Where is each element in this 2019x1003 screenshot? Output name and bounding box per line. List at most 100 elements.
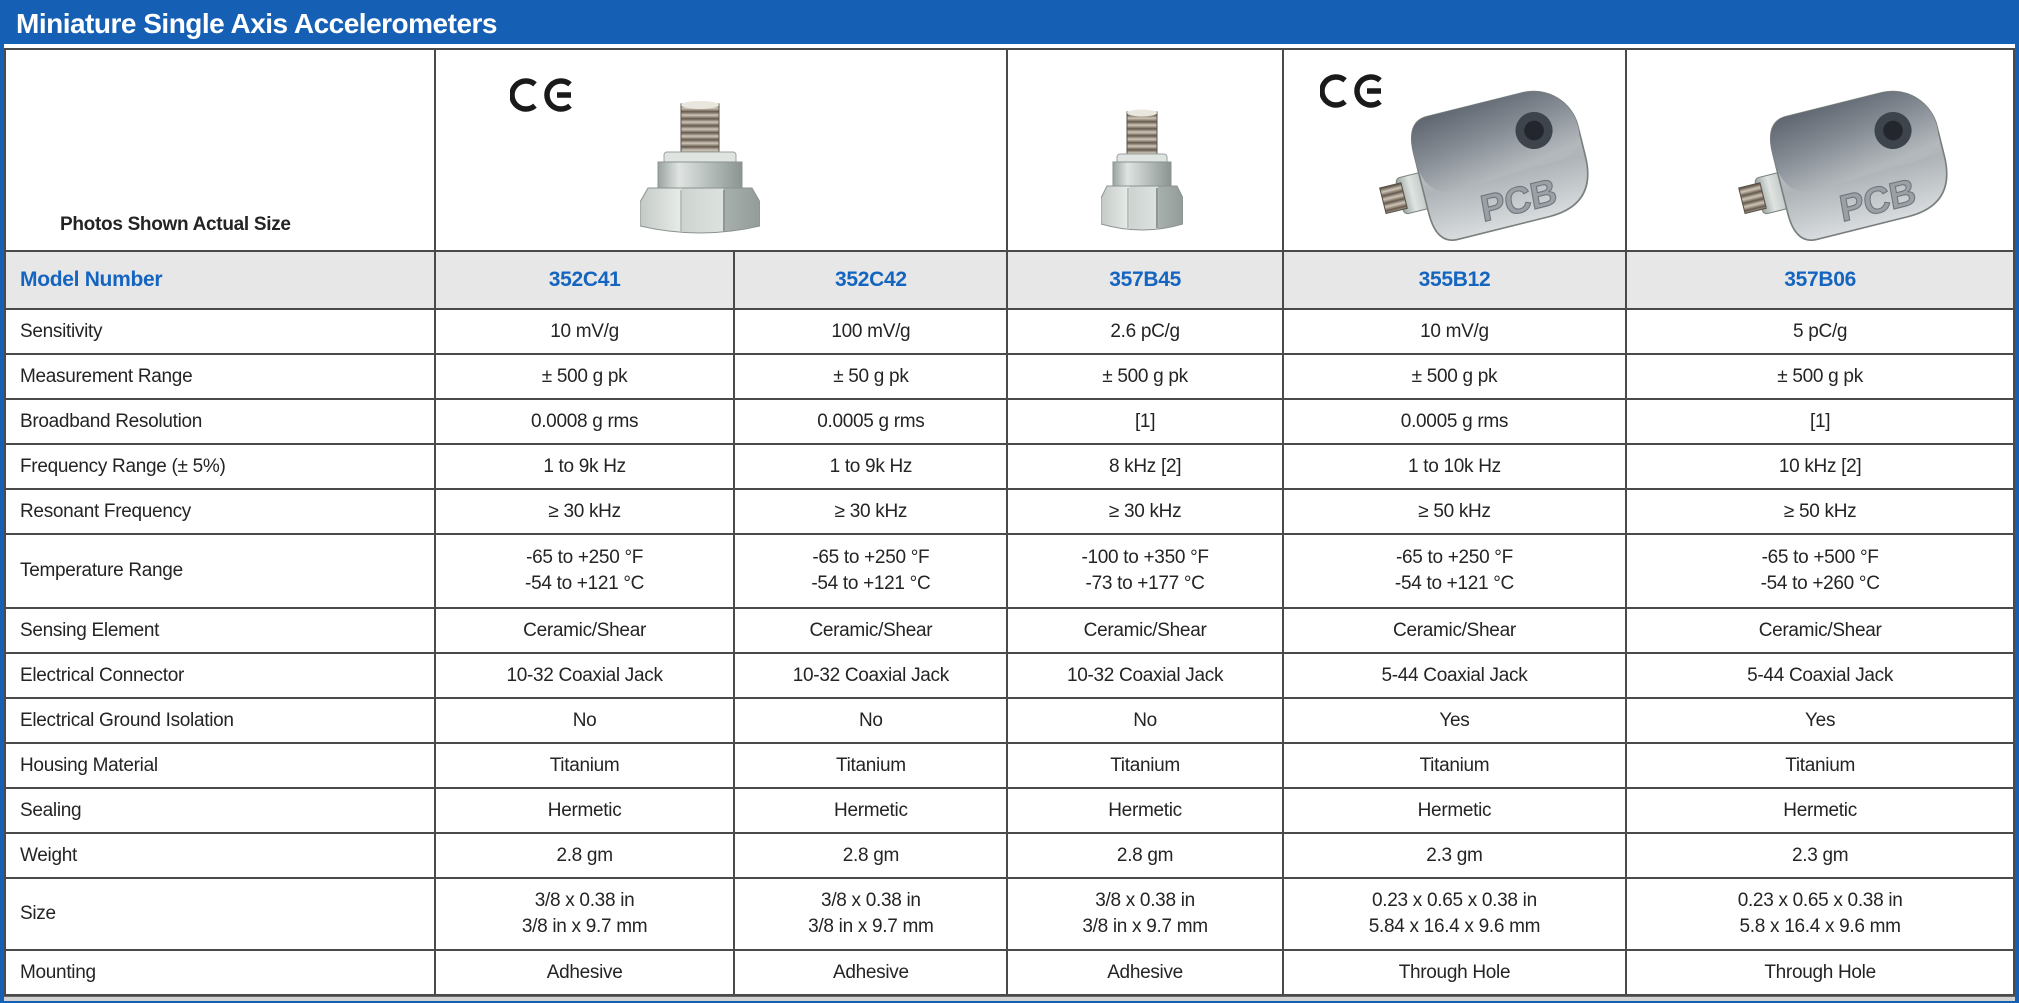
spec-row: Weight 2.8 gm 2.8 gm 2.8 gm 2.3 gm 2.3 gm (4, 832, 2015, 879)
spec-value: Ceramic/Shear (733, 607, 1009, 654)
spec-value: 2.3 gm (1281, 832, 1628, 879)
spec-label: Sensing Element (4, 607, 436, 654)
accelerometer-photo-ring-icon (1375, 81, 1596, 246)
spec-value: Titanium (1281, 742, 1628, 789)
model-number-357b45: 357B45 (1006, 250, 1284, 310)
model-number-357b06: 357B06 (1625, 250, 2015, 310)
spec-value: 10 mV/g (433, 308, 736, 355)
spec-row: Sealing Hermetic Hermetic Hermetic Hermetic H… (4, 787, 2015, 834)
photos-label: Photos Shown Actual Size (4, 48, 436, 252)
spec-label: Sealing (4, 787, 436, 834)
photo-cell-355b12 (1281, 48, 1628, 252)
spec-value: 100 mV/g (733, 308, 1009, 355)
spec-value: Hermetic (1625, 787, 2015, 834)
spec-label: Housing Material (4, 742, 436, 789)
spec-value: -100 to +350 °F -73 to +177 °C (1006, 533, 1284, 609)
spec-value: ≥ 30 kHz (433, 488, 736, 535)
header-divider (4, 44, 2015, 48)
spec-label: Electrical Ground Isolation (4, 697, 436, 744)
spec-value: Ceramic/Shear (1281, 607, 1628, 654)
spec-value: 1 to 10k Hz (1281, 443, 1628, 490)
spec-value: Titanium (433, 742, 736, 789)
spec-label: Mounting (4, 949, 436, 996)
spec-value: ± 500 g pk (1625, 353, 2015, 400)
spec-value: No (733, 697, 1009, 744)
spec-value: 1 to 9k Hz (433, 443, 736, 490)
spec-value: 5-44 Coaxial Jack (1281, 652, 1628, 699)
spec-value: Titanium (733, 742, 1009, 789)
spec-value: ± 500 g pk (1006, 353, 1284, 400)
spec-row: Electrical Ground Isolation No No No Yes Yes (4, 697, 2015, 744)
photo-row: Photos Shown Actual Size (4, 48, 2015, 252)
spec-value: 10-32 Coaxial Jack (433, 652, 736, 699)
spec-value: -65 to +500 °F -54 to +260 °C (1625, 533, 2015, 609)
spec-value: Through Hole (1625, 949, 2015, 996)
spec-value: Yes (1281, 697, 1628, 744)
spec-value: -65 to +250 °F -54 to +121 °C (733, 533, 1009, 609)
spec-label: Measurement Range (4, 353, 436, 400)
spec-value: 2.6 pC/g (1006, 308, 1284, 355)
spec-value: 0.0005 g rms (1281, 398, 1628, 445)
spec-row: Frequency Range (± 5%) 1 to 9k Hz 1 to 9k … (4, 443, 2015, 490)
spec-value: 0.23 x 0.65 x 0.38 in 5.84 x 16.4 x 9.6 … (1281, 877, 1628, 951)
spec-value: Titanium (1006, 742, 1284, 789)
spec-row: Housing Material Titanium Titanium Titanium… (4, 742, 2015, 789)
spec-row: Measurement Range ± 500 g pk ± 50 g pk ± 50… (4, 353, 2015, 400)
spec-value: ≥ 30 kHz (1006, 488, 1284, 535)
spec-table: Photos Shown Actual Size Model Number (4, 48, 2015, 996)
spec-value: Ceramic/Shear (433, 607, 736, 654)
spec-value: Yes (1625, 697, 2015, 744)
page-title: Miniature Single Axis Accelerometers (16, 8, 498, 39)
spec-value: ≥ 50 kHz (1625, 488, 2015, 535)
spec-value: 2.3 gm (1625, 832, 2015, 879)
model-number-355b12: 355B12 (1281, 250, 1628, 310)
spec-value: 10 mV/g (1281, 308, 1628, 355)
spec-label: Electrical Connector (4, 652, 436, 699)
spec-value: ± 500 g pk (1281, 353, 1628, 400)
spec-value: 10-32 Coaxial Jack (733, 652, 1009, 699)
spec-value: Adhesive (733, 949, 1009, 996)
spec-value: Ceramic/Shear (1006, 607, 1284, 654)
spec-value: 2.8 gm (1006, 832, 1284, 879)
model-number-row: Model Number 352C41 352C42 357B45 355B12… (4, 250, 2015, 310)
spec-value: 3/8 x 0.38 in 3/8 in x 9.7 mm (733, 877, 1009, 951)
spec-value: 3/8 x 0.38 in 3/8 in x 9.7 mm (433, 877, 736, 951)
spec-value: 10-32 Coaxial Jack (1006, 652, 1284, 699)
spec-value: ± 50 g pk (733, 353, 1009, 400)
spec-row: Mounting Adhesive Adhesive Adhesive Through … (4, 949, 2015, 996)
spec-value: 5-44 Coaxial Jack (1625, 652, 2015, 699)
spec-value: ≥ 30 kHz (733, 488, 1009, 535)
spec-value: [1] (1006, 398, 1284, 445)
spec-value: 8 kHz [2] (1006, 443, 1284, 490)
photo-cell-352c41-352c42 (433, 48, 1009, 252)
spec-value: 0.23 x 0.65 x 0.38 in 5.8 x 16.4 x 9.6 m… (1625, 877, 2015, 951)
spec-label: Sensitivity (4, 308, 436, 355)
spec-row: Temperature Range -65 to +250 °F -54 to +… (4, 533, 2015, 609)
spec-value: Through Hole (1281, 949, 1628, 996)
spec-value: 5 pC/g (1625, 308, 2015, 355)
spec-value: 10 kHz [2] (1625, 443, 2015, 490)
ce-mark-icon (510, 78, 586, 112)
spec-value: ≥ 50 kHz (1281, 488, 1628, 535)
spec-row: Size 3/8 x 0.38 in 3/8 in x 9.7 mm 3/8 x 0… (4, 877, 2015, 951)
spec-value: Hermetic (733, 787, 1009, 834)
spec-value: Hermetic (433, 787, 736, 834)
next-section-edge (4, 996, 2015, 1001)
spec-label: Resonant Frequency (4, 488, 436, 535)
accelerometer-photo-ring-icon (1735, 81, 1956, 246)
spec-value: 0.0008 g rms (433, 398, 736, 445)
spec-value: 2.8 gm (433, 832, 736, 879)
spec-value: -65 to +250 °F -54 to +121 °C (433, 533, 736, 609)
photo-cell-357b06 (1625, 48, 2015, 252)
spec-label: Size (4, 877, 436, 951)
model-number-352c42: 352C42 (733, 250, 1009, 310)
spec-value: 2.8 gm (733, 832, 1009, 879)
spec-value: ± 500 g pk (433, 353, 736, 400)
spec-value: No (433, 697, 736, 744)
photo-cell-357b45 (1006, 48, 1284, 252)
spec-value: Hermetic (1281, 787, 1628, 834)
spec-row: Sensing Element Ceramic/Shear Ceramic/Shea… (4, 607, 2015, 654)
spec-value: Adhesive (1006, 949, 1284, 996)
model-number-label: Model Number (4, 250, 436, 310)
